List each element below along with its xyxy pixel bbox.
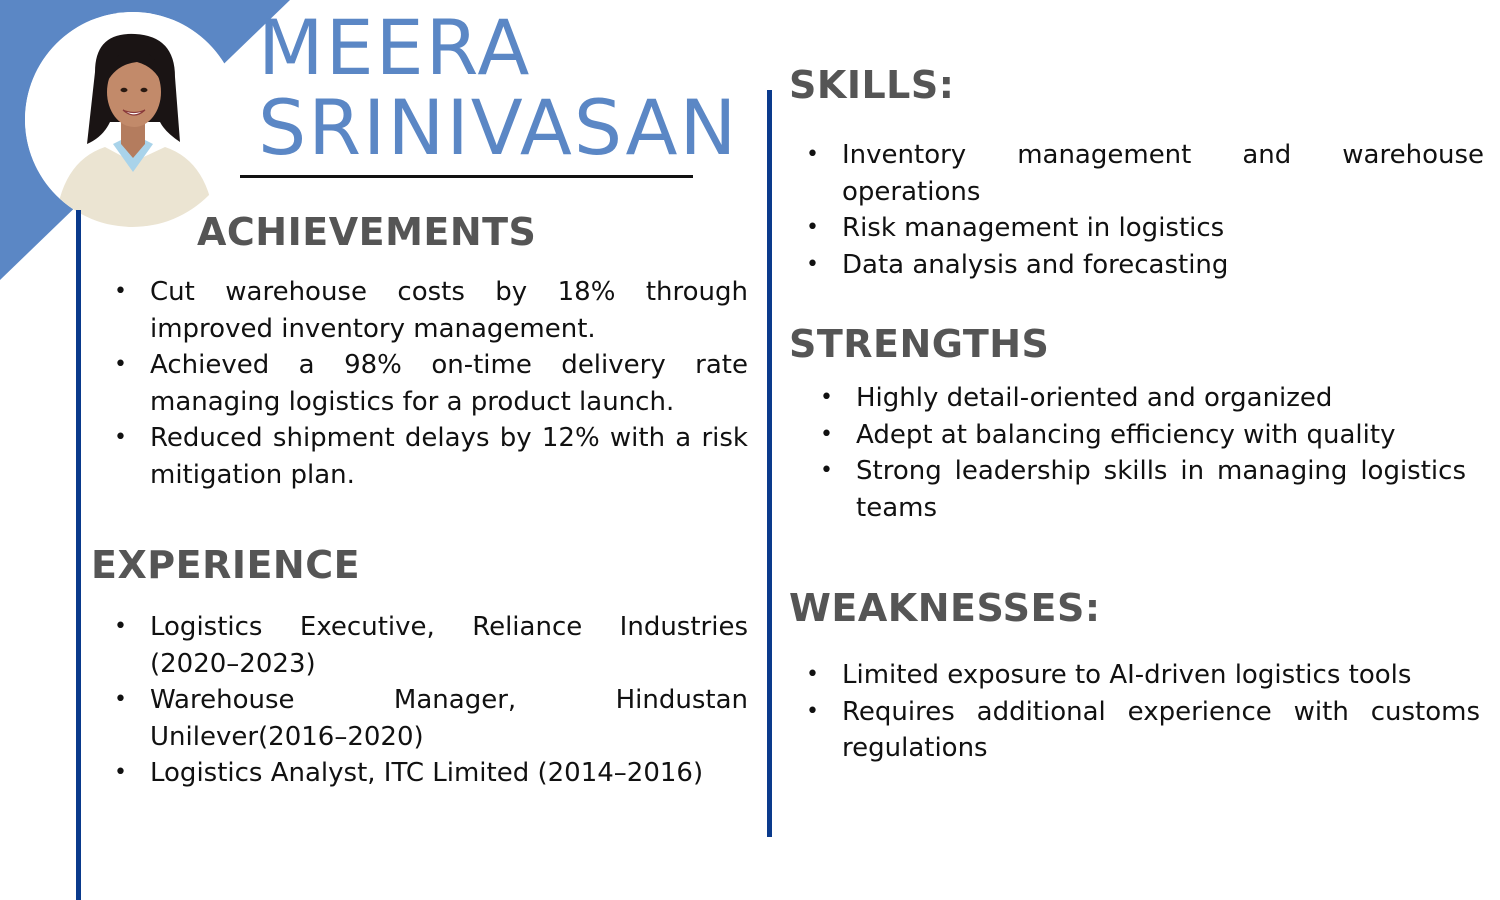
list-item: Adept at balancing efficiency with quali…: [820, 417, 1466, 454]
profile-name: MEERA SRINIVASAN: [258, 8, 738, 168]
list-item: Achieved a 98% on-time delivery rate man…: [114, 347, 748, 420]
achievements-heading: ACHIEVEMENTS: [197, 210, 537, 254]
center-divider: [767, 90, 772, 837]
first-name: MEERA: [258, 3, 532, 92]
list-item: Requires additional experience with cust…: [806, 694, 1480, 767]
skills-list: Inventory management and warehouse opera…: [806, 137, 1484, 284]
experience-list: Logistics Executive, Reliance Industries…: [114, 609, 748, 792]
achievements-list: Cut warehouse costs by 18% through impro…: [114, 274, 748, 493]
list-item: Warehouse Manager, Hindustan Unilever(20…: [114, 682, 748, 755]
list-item: Reduced shipment delays by 12% with a ri…: [114, 420, 748, 493]
last-name: SRINIVASAN: [258, 83, 739, 172]
list-item: Logistics Executive, Reliance Industries…: [114, 609, 748, 682]
list-item: Risk management in logistics: [806, 210, 1484, 247]
weaknesses-list: Limited exposure to AI-driven logistics …: [806, 657, 1480, 767]
list-item: Cut warehouse costs by 18% through impro…: [114, 274, 748, 347]
strengths-heading: STRENGTHS: [789, 322, 1050, 366]
list-item: Inventory management and warehouse opera…: [806, 137, 1484, 210]
strengths-list: Highly detail-oriented and organized Ade…: [820, 380, 1466, 526]
skills-heading: SKILLS:: [789, 63, 955, 107]
left-divider: [76, 210, 81, 900]
list-item: Limited exposure to AI-driven logistics …: [806, 657, 1480, 694]
list-item: Strong leadership skills in managing log…: [820, 453, 1466, 526]
list-item: Logistics Analyst, ITC Limited (2014–201…: [114, 755, 748, 792]
experience-heading: EXPERIENCE: [91, 543, 361, 587]
name-underline: [240, 175, 693, 178]
weaknesses-heading: WEAKNESSES:: [789, 586, 1101, 630]
list-item: Highly detail-oriented and organized: [820, 380, 1466, 417]
profile-photo: [25, 12, 240, 227]
person-portrait-icon: [25, 12, 240, 227]
list-item: Data analysis and forecasting: [806, 247, 1484, 284]
